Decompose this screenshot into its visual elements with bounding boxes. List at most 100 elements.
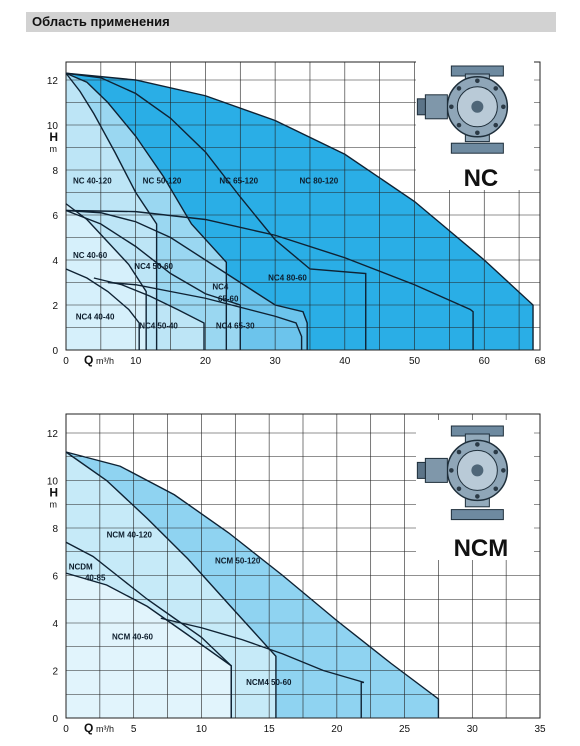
ncm-chart-areas: [66, 452, 439, 718]
nc-y-tick-label: 0: [52, 346, 58, 357]
nc-bolt: [501, 104, 506, 110]
ncm-chart-axis-titles: Hm Q m³/h: [49, 486, 114, 736]
ncm-curve-ncm-40-120: [65, 451, 277, 718]
nc-y-tick-label: 2: [52, 301, 58, 312]
nc-bolt: [456, 122, 462, 128]
nc-series-label: NC4: [212, 282, 229, 291]
nc-curve-nc-50-120: [65, 72, 228, 350]
ncm-y-tick-label: 0: [52, 714, 58, 725]
nc-x-tick-label: 68: [534, 356, 546, 367]
ncm-series-label: NCM 50-120: [215, 557, 261, 566]
ncm-title: NCM: [454, 535, 509, 562]
nc-x-tick-label: 60: [479, 356, 491, 367]
header-title: Область применения: [32, 14, 170, 29]
ncm-series-label: NCM 40-60: [112, 633, 153, 642]
nc-bolt: [493, 122, 499, 128]
ncm-bolt: [456, 486, 462, 492]
ncm-bolt: [475, 442, 480, 447]
nc-x-tick-label: 20: [200, 356, 212, 367]
ncm-curve-ncdm-40-85: [65, 541, 232, 718]
nc-curve-nc4-50-40: [93, 277, 205, 350]
nc-chart-axis-titles: Hm Q m³/h: [49, 130, 114, 367]
nc-x-tick-label: 50: [409, 356, 421, 367]
nc-y-axis-title: H: [49, 130, 58, 144]
nc-series-label: 65-60: [218, 295, 239, 304]
ncm-motor: [424, 457, 448, 483]
pump-drawing-ncm: NCM: [416, 420, 534, 562]
nc-x-axis-title: Q: [84, 353, 93, 367]
nc-series-label: NC4 50-40: [139, 322, 178, 331]
nc-y-tick-label: 4: [52, 256, 58, 267]
ncm-series-label: NCDM: [69, 563, 93, 572]
nc-shaft: [471, 100, 484, 113]
ncm-curve-ncm-50-120: [65, 451, 440, 718]
ncm-y-tick-label: 4: [52, 619, 58, 630]
ncm-y-axis-unit: m: [50, 500, 58, 510]
nc-motor-cap: [416, 98, 426, 116]
nc-series-label: NC 50-120: [143, 177, 182, 186]
nc-flange-bottom: [450, 142, 504, 154]
ncm-area-ncm-40-60: [66, 573, 232, 718]
ncm-y-tick-label: 8: [52, 524, 58, 535]
nc-bolt: [493, 86, 499, 91]
ncm-flange-bottom: [450, 509, 504, 521]
ncm-motor-cap: [416, 461, 426, 479]
ncm-bolt: [449, 468, 454, 473]
nc-x-axis-unit: m³/h: [96, 356, 114, 366]
ncm-bolt: [475, 494, 480, 499]
ncm-bolt: [501, 468, 506, 473]
header-bar: Область применения: [26, 12, 556, 32]
nc-y-tick-label: 12: [47, 76, 59, 87]
ncm-y-tick-label: 2: [52, 667, 58, 678]
ncm-x-tick-label: 20: [331, 724, 343, 735]
nc-curve-nc-40-60: [65, 203, 147, 350]
ncm-y-tick-label: 12: [47, 429, 59, 440]
nc-curve-nc-80-120: [65, 72, 534, 350]
nc-x-tick-label: 30: [270, 356, 282, 367]
nc-series-label: NC 40-120: [73, 177, 112, 186]
ncm-y-tick-label: 10: [47, 477, 59, 488]
nc-x-tick-label: 0: [63, 356, 69, 367]
ncm-bolt: [493, 449, 499, 455]
ncm-x-axis-unit: m³/h: [96, 724, 114, 734]
nc-bolt: [475, 78, 480, 84]
ncm-series-label: NCM4 50-60: [246, 678, 292, 687]
ncm-chart-ticks: 0 5 10 15 20 25 30 35 0 2 4 6 8 10 12: [47, 429, 546, 735]
nc-series-label: NC4 80-60: [268, 273, 307, 282]
nc-y-tick-label: 8: [52, 166, 58, 177]
nc-plot-frame: [65, 61, 541, 351]
nc-curve-nc4-50-60: [65, 209, 241, 350]
ncm-curve-ncm4-50-60: [160, 617, 365, 718]
ncm-bolt: [456, 449, 462, 455]
nc-series-label: NC4 65-30: [216, 322, 255, 331]
nc-curve-nc4-65-60: [65, 209, 308, 350]
nc-curve-nc-40-120: [65, 72, 158, 350]
nc-bolt: [456, 86, 462, 91]
ncm-bolt: [493, 486, 499, 492]
ncm-x-tick-label: 0: [63, 724, 69, 735]
nc-series-label: NC 80-120: [300, 177, 339, 186]
nc-y-tick-label: 10: [47, 121, 59, 132]
ncm-chart-curves: [65, 451, 440, 718]
ncm-x-axis-title: Q: [84, 721, 93, 735]
ncm-x-tick-label: 5: [131, 724, 137, 735]
nc-curve-nc4-40-40: [65, 268, 140, 350]
ncm-x-tick-label: 25: [399, 724, 411, 735]
nc-bolt: [449, 104, 454, 110]
nc-curve-nc4-65-30: [107, 281, 303, 350]
ncm-curve-ncm-40-60: [65, 572, 232, 718]
nc-series-label: NC4 40-40: [76, 313, 115, 322]
ncm-series-label: 40-85: [85, 573, 106, 582]
nc-curve-nc-65-120: [65, 72, 367, 350]
nc-y-tick-label: 6: [52, 211, 58, 222]
nc-curve-nc4-80-60: [65, 209, 474, 350]
nc-chart-labels: NC 40-120 NC 50-120 NC 65-120 NC 80-120 NC 4…: [73, 177, 339, 331]
nc-series-label: NC 40-60: [73, 251, 108, 260]
ncm-x-tick-label: 35: [534, 724, 546, 735]
nc-title: NC: [464, 165, 499, 192]
ncm-x-tick-label: 10: [196, 724, 208, 735]
